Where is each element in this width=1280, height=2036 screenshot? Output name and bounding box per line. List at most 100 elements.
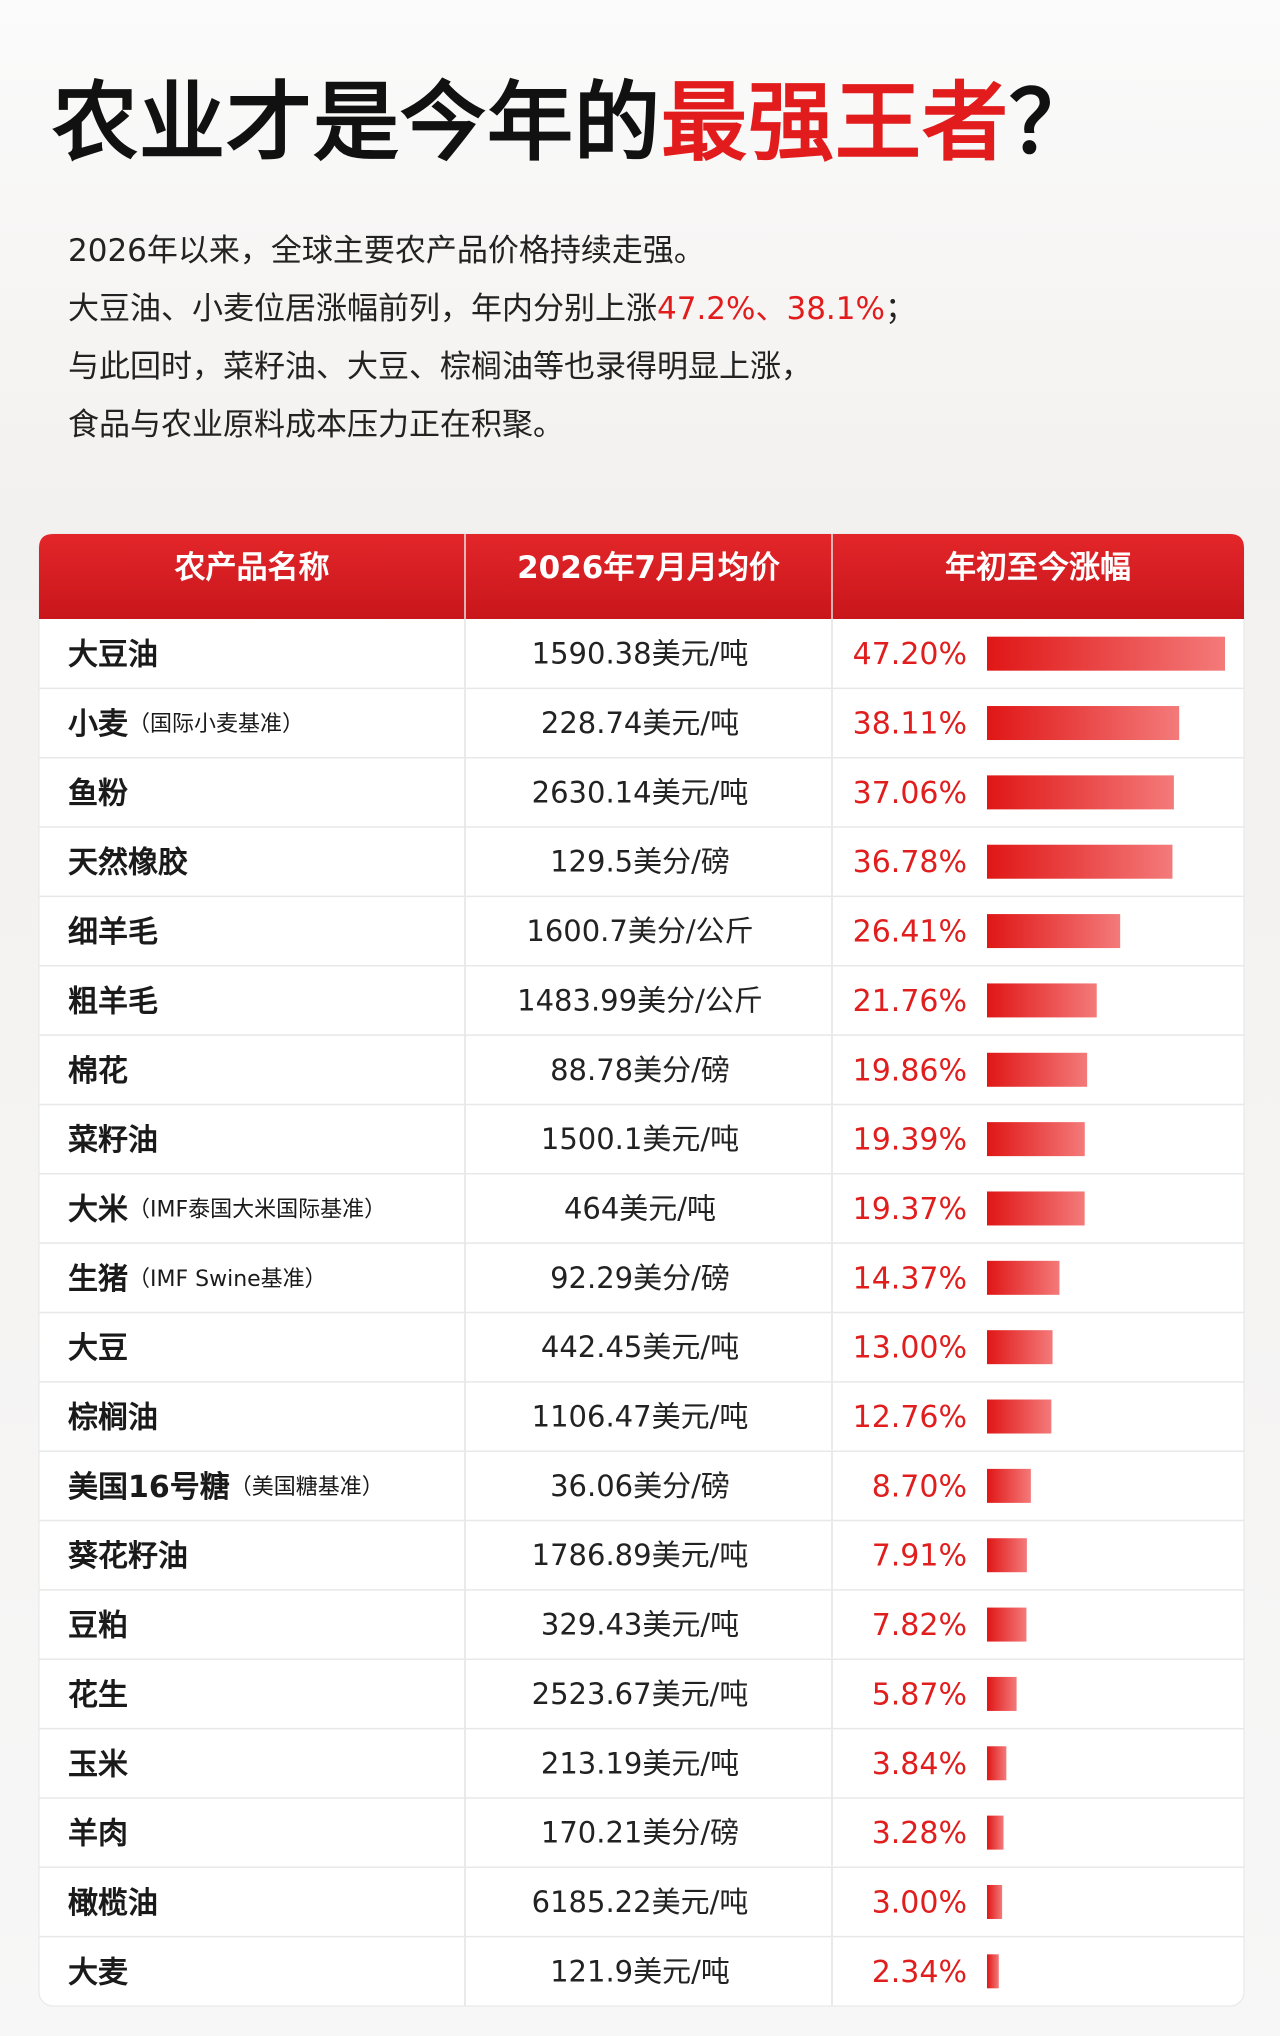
- item-note: （IMF Swine基准）: [128, 1267, 327, 1292]
- price: 88.78美分/磅: [550, 1053, 730, 1087]
- item-name-text: 生猪: [68, 1261, 128, 1296]
- item-name-text: 大豆: [68, 1331, 128, 1366]
- item-name: 葵花籽油: [68, 1539, 188, 1574]
- column-header: 2026年7月月均价: [517, 550, 780, 586]
- item-name-text: 鱼粉: [68, 776, 128, 811]
- text: 大豆油、小麦位居涨幅前列，年内分别上涨: [68, 291, 657, 327]
- accent-text: 最强王者: [661, 73, 1009, 173]
- change-bar: [987, 1052, 1088, 1087]
- intro-line: 食品与农业原料成本压力正在积聚。: [68, 396, 916, 454]
- item-name-text: 细羊毛: [68, 915, 158, 950]
- item-name: 羊肉: [68, 1816, 128, 1851]
- change-label: 14.37%: [853, 1261, 967, 1296]
- price: 170.21美分/磅: [541, 1816, 739, 1850]
- item-name: 鱼粉: [68, 776, 128, 811]
- item-name-text: 大米: [68, 1192, 128, 1227]
- change-label: 3.28%: [872, 1816, 967, 1851]
- change-label: 2.34%: [872, 1955, 967, 1990]
- price: 1590.38美元/吨: [532, 637, 749, 671]
- text: 食品与农业原料成本压力正在积聚。: [68, 407, 564, 443]
- table-header: [39, 534, 1244, 619]
- price: 121.9美元/吨: [550, 1954, 730, 1988]
- change-bar: [987, 1954, 999, 1989]
- item-name-text: 玉米: [68, 1747, 128, 1782]
- item-name-text: 美国16号糖: [68, 1469, 230, 1504]
- change-label: 21.76%: [853, 984, 967, 1019]
- item-name: 橄榄油: [68, 1885, 158, 1920]
- change-bar: [987, 1746, 1007, 1781]
- item-name: 大米（IMF泰国大米国际基准）: [68, 1192, 386, 1227]
- change-label: 36.78%: [853, 845, 967, 880]
- change-bar: [987, 1884, 1003, 1919]
- price: 92.29美分/磅: [550, 1261, 730, 1295]
- item-name-text: 菜籽油: [68, 1123, 158, 1158]
- price: 2523.67美元/吨: [532, 1677, 749, 1711]
- change-bar: [987, 1122, 1085, 1157]
- text: ；: [884, 291, 916, 327]
- item-name: 美国16号糖（美国糖基准）: [68, 1469, 384, 1504]
- change-bar: [987, 1607, 1027, 1642]
- change-bar: [987, 1815, 1004, 1850]
- accent-text: 47.2%、38.1%: [657, 291, 885, 327]
- change-label: 19.37%: [853, 1192, 967, 1227]
- price: 464美元/吨: [564, 1191, 716, 1225]
- change-bar: [987, 1330, 1053, 1365]
- item-name: 玉米: [68, 1747, 128, 1782]
- change-bar: [987, 1260, 1060, 1295]
- item-name: 小麦（国际小麦基准）: [68, 707, 304, 742]
- price: 1483.99美分/公斤: [517, 983, 763, 1017]
- change-label: 12.76%: [853, 1400, 967, 1435]
- change-label: 8.70%: [872, 1469, 967, 1504]
- item-name-text: 豆粕: [68, 1608, 128, 1643]
- item-name: 生猪（IMF Swine基准）: [68, 1261, 327, 1296]
- item-name: 棉花: [68, 1053, 128, 1088]
- item-name-text: 棉花: [68, 1053, 128, 1088]
- change-bar: [987, 636, 1225, 671]
- change-label: 7.91%: [872, 1539, 967, 1574]
- change-bar: [987, 1676, 1017, 1711]
- item-name-text: 大麦: [68, 1955, 129, 1990]
- change-bar: [987, 1538, 1027, 1573]
- price: 36.06美分/磅: [550, 1469, 730, 1503]
- price: 1786.89美元/吨: [532, 1538, 749, 1572]
- item-name-text: 棕榈油: [68, 1400, 158, 1435]
- item-name-text: 橄榄油: [68, 1885, 158, 1920]
- item-name: 大豆油: [68, 637, 158, 672]
- intro-line: 2026年以来，全球主要农产品价格持续走强。: [68, 222, 916, 280]
- change-bar: [987, 1191, 1085, 1226]
- change-bar: [987, 706, 1180, 741]
- intro-line: 大豆油、小麦位居涨幅前列，年内分别上涨47.2%、38.1%；: [68, 280, 916, 338]
- change-bar: [987, 844, 1173, 879]
- text: 2026年以来，全球主要农产品价格持续走强。: [68, 233, 705, 269]
- item-name: 豆粕: [68, 1608, 128, 1643]
- item-name: 棕榈油: [68, 1400, 158, 1435]
- item-name: 天然橡胶: [68, 845, 188, 880]
- text: 与此回时，菜籽油、大豆、棕榈油等也录得明显上涨，: [68, 349, 812, 385]
- intro: 2026年以来，全球主要农产品价格持续走强。 大豆油、小麦位居涨幅前列，年内分别上…: [68, 222, 916, 454]
- change-label: 19.39%: [853, 1123, 967, 1158]
- price: 2630.14美元/吨: [532, 775, 749, 809]
- item-name: 花生: [68, 1677, 128, 1712]
- price: 228.74美元/吨: [541, 706, 739, 740]
- change-label: 38.11%: [853, 707, 967, 742]
- item-note: （美国糖基准）: [230, 1475, 384, 1500]
- change-bar: [987, 775, 1174, 810]
- item-name-text: 天然橡胶: [68, 845, 188, 880]
- item-name-text: 粗羊毛: [68, 984, 158, 1019]
- item-name: 粗羊毛: [68, 984, 158, 1019]
- item-name-text: 花生: [68, 1677, 128, 1712]
- item-name: 细羊毛: [68, 915, 158, 950]
- item-note: （IMF泰国大米国际基准）: [128, 1197, 386, 1222]
- intro-line: 与此回时，菜籽油、大豆、棕榈油等也录得明显上涨，: [68, 338, 916, 396]
- change-label: 3.00%: [872, 1885, 967, 1920]
- item-name-text: 大豆油: [68, 637, 158, 672]
- column-header: 农产品名称: [175, 550, 330, 586]
- change-label: 5.87%: [872, 1677, 967, 1712]
- change-label: 26.41%: [853, 915, 967, 950]
- text: 农业才是今年的: [52, 73, 661, 173]
- item-name-text: 葵花籽油: [68, 1539, 188, 1574]
- price: 442.45美元/吨: [541, 1330, 739, 1364]
- item-name: 菜籽油: [68, 1123, 158, 1158]
